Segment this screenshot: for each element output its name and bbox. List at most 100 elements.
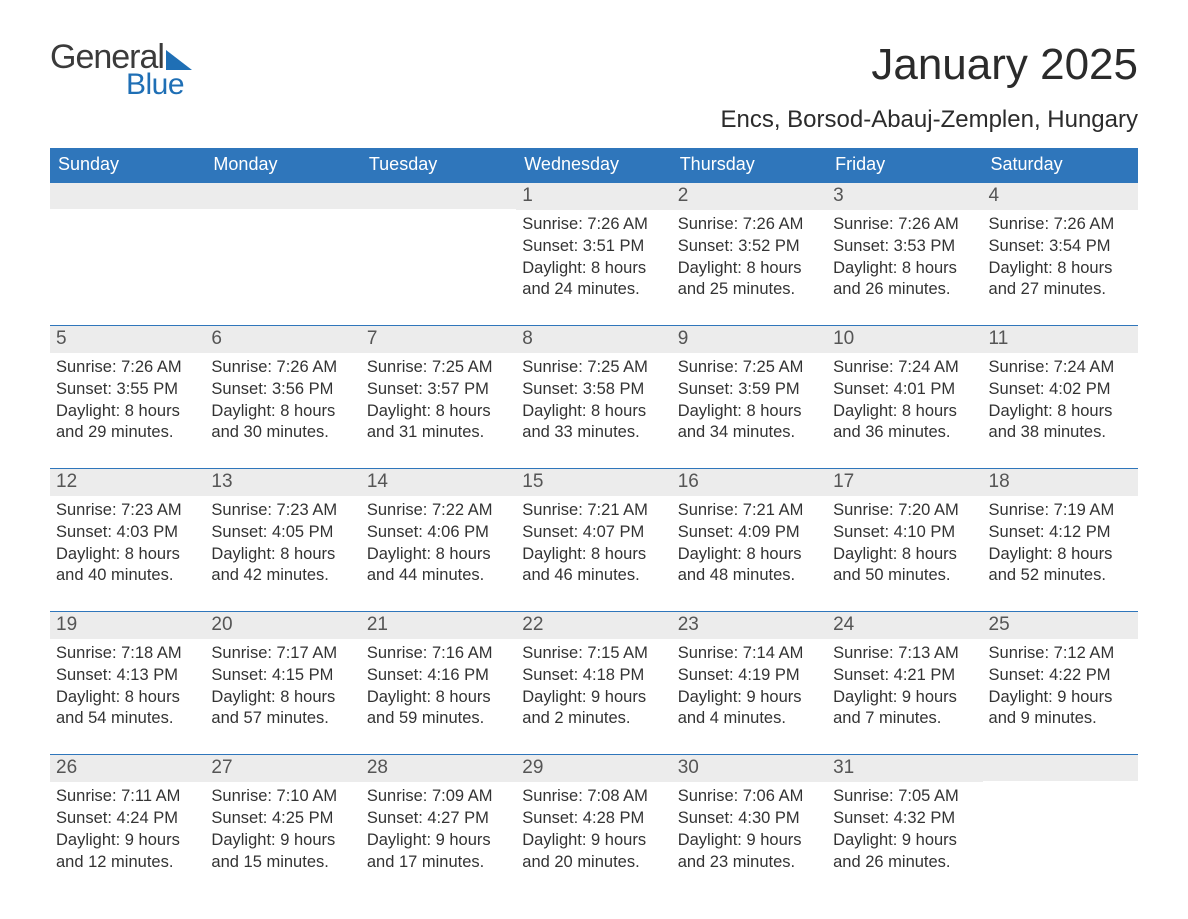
day-sunset: Sunset: 4:13 PM xyxy=(56,665,199,687)
day-day1: Daylight: 8 hours xyxy=(989,544,1132,566)
day-cell: 22Sunrise: 7:15 AMSunset: 4:18 PMDayligh… xyxy=(516,612,671,736)
weekday-header: Friday xyxy=(827,148,982,183)
day-day1: Daylight: 8 hours xyxy=(211,401,354,423)
day-day2: and 24 minutes. xyxy=(522,279,665,301)
day-day2: and 34 minutes. xyxy=(678,422,821,444)
day-day1: Daylight: 8 hours xyxy=(56,544,199,566)
day-sunset: Sunset: 3:55 PM xyxy=(56,379,199,401)
day-sunset: Sunset: 4:06 PM xyxy=(367,522,510,544)
day-sunset: Sunset: 4:28 PM xyxy=(522,808,665,830)
day-cell: 8Sunrise: 7:25 AMSunset: 3:58 PMDaylight… xyxy=(516,326,671,450)
day-sunrise: Sunrise: 7:24 AM xyxy=(833,357,976,379)
day-cell: 21Sunrise: 7:16 AMSunset: 4:16 PMDayligh… xyxy=(361,612,516,736)
day-day2: and 59 minutes. xyxy=(367,708,510,730)
day-sunrise: Sunrise: 7:20 AM xyxy=(833,500,976,522)
day-day1: Daylight: 9 hours xyxy=(56,830,199,852)
day-sunset: Sunset: 4:09 PM xyxy=(678,522,821,544)
day-sunset: Sunset: 3:56 PM xyxy=(211,379,354,401)
day-sunrise: Sunrise: 7:05 AM xyxy=(833,786,976,808)
day-day2: and 25 minutes. xyxy=(678,279,821,301)
week-row: 26Sunrise: 7:11 AMSunset: 4:24 PMDayligh… xyxy=(50,754,1138,879)
day-day1: Daylight: 9 hours xyxy=(522,830,665,852)
day-sunset: Sunset: 4:32 PM xyxy=(833,808,976,830)
day-sunset: Sunset: 4:03 PM xyxy=(56,522,199,544)
day-cell: 19Sunrise: 7:18 AMSunset: 4:13 PMDayligh… xyxy=(50,612,205,736)
day-number: 26 xyxy=(50,755,205,782)
day-cell: 11Sunrise: 7:24 AMSunset: 4:02 PMDayligh… xyxy=(983,326,1138,450)
day-sunrise: Sunrise: 7:13 AM xyxy=(833,643,976,665)
day-day2: and 33 minutes. xyxy=(522,422,665,444)
day-sunset: Sunset: 4:15 PM xyxy=(211,665,354,687)
day-number: 18 xyxy=(983,469,1138,496)
day-sunrise: Sunrise: 7:26 AM xyxy=(211,357,354,379)
weekday-header: Tuesday xyxy=(361,148,516,183)
day-cell: 12Sunrise: 7:23 AMSunset: 4:03 PMDayligh… xyxy=(50,469,205,593)
day-cell xyxy=(361,183,516,307)
day-number: 3 xyxy=(827,183,982,210)
day-number: 14 xyxy=(361,469,516,496)
calendar-page: General Blue January 2025 Encs, Borsod-A… xyxy=(0,0,1188,919)
day-day1: Daylight: 8 hours xyxy=(678,401,821,423)
day-day2: and 26 minutes. xyxy=(833,279,976,301)
weekday-header: Wednesday xyxy=(516,148,671,183)
day-day1: Daylight: 8 hours xyxy=(522,401,665,423)
page-header: General Blue January 2025 Encs, Borsod-A… xyxy=(50,40,1138,134)
day-sunrise: Sunrise: 7:25 AM xyxy=(367,357,510,379)
day-cell: 17Sunrise: 7:20 AMSunset: 4:10 PMDayligh… xyxy=(827,469,982,593)
day-number: 16 xyxy=(672,469,827,496)
day-day2: and 9 minutes. xyxy=(989,708,1132,730)
day-day2: and 54 minutes. xyxy=(56,708,199,730)
day-sunset: Sunset: 4:12 PM xyxy=(989,522,1132,544)
day-sunrise: Sunrise: 7:26 AM xyxy=(522,214,665,236)
day-number: 5 xyxy=(50,326,205,353)
day-day1: Daylight: 8 hours xyxy=(989,401,1132,423)
day-sunset: Sunset: 4:18 PM xyxy=(522,665,665,687)
day-day1: Daylight: 8 hours xyxy=(522,544,665,566)
day-day1: Daylight: 8 hours xyxy=(56,401,199,423)
day-number: 2 xyxy=(672,183,827,210)
day-day1: Daylight: 8 hours xyxy=(833,401,976,423)
day-number: 9 xyxy=(672,326,827,353)
day-sunrise: Sunrise: 7:26 AM xyxy=(989,214,1132,236)
logo-word-blue: Blue xyxy=(126,70,192,100)
day-sunrise: Sunrise: 7:21 AM xyxy=(678,500,821,522)
day-sunset: Sunset: 4:22 PM xyxy=(989,665,1132,687)
day-day2: and 57 minutes. xyxy=(211,708,354,730)
day-day2: and 30 minutes. xyxy=(211,422,354,444)
day-cell: 15Sunrise: 7:21 AMSunset: 4:07 PMDayligh… xyxy=(516,469,671,593)
day-day2: and 2 minutes. xyxy=(522,708,665,730)
day-sunset: Sunset: 3:52 PM xyxy=(678,236,821,258)
day-sunrise: Sunrise: 7:16 AM xyxy=(367,643,510,665)
weekday-header-row: Sunday Monday Tuesday Wednesday Thursday… xyxy=(50,148,1138,183)
logo-triangle-icon xyxy=(166,50,192,70)
day-sunrise: Sunrise: 7:25 AM xyxy=(678,357,821,379)
day-cell: 29Sunrise: 7:08 AMSunset: 4:28 PMDayligh… xyxy=(516,755,671,879)
day-cell: 20Sunrise: 7:17 AMSunset: 4:15 PMDayligh… xyxy=(205,612,360,736)
day-day1: Daylight: 8 hours xyxy=(367,544,510,566)
day-sunrise: Sunrise: 7:24 AM xyxy=(989,357,1132,379)
week-row: 12Sunrise: 7:23 AMSunset: 4:03 PMDayligh… xyxy=(50,468,1138,593)
day-number-strip-empty xyxy=(50,183,205,209)
day-day2: and 26 minutes. xyxy=(833,852,976,874)
day-day1: Daylight: 8 hours xyxy=(211,544,354,566)
day-day1: Daylight: 9 hours xyxy=(833,687,976,709)
day-number: 8 xyxy=(516,326,671,353)
weekday-header: Sunday xyxy=(50,148,205,183)
day-day2: and 4 minutes. xyxy=(678,708,821,730)
day-sunset: Sunset: 4:05 PM xyxy=(211,522,354,544)
day-day1: Daylight: 9 hours xyxy=(367,830,510,852)
day-sunset: Sunset: 4:24 PM xyxy=(56,808,199,830)
day-day2: and 15 minutes. xyxy=(211,852,354,874)
day-number: 25 xyxy=(983,612,1138,639)
day-number: 4 xyxy=(983,183,1138,210)
day-day2: and 46 minutes. xyxy=(522,565,665,587)
day-cell: 6 Sunrise: 7:26 AMSunset: 3:56 PMDaylight… xyxy=(205,326,360,450)
day-sunrise: Sunrise: 7:25 AM xyxy=(522,357,665,379)
day-number: 6 xyxy=(205,326,360,353)
day-sunrise: Sunrise: 7:26 AM xyxy=(833,214,976,236)
day-sunrise: Sunrise: 7:17 AM xyxy=(211,643,354,665)
day-cell: 23Sunrise: 7:14 AMSunset: 4:19 PMDayligh… xyxy=(672,612,827,736)
day-number: 21 xyxy=(361,612,516,639)
day-cell: 31Sunrise: 7:05 AMSunset: 4:32 PMDayligh… xyxy=(827,755,982,879)
day-day2: and 31 minutes. xyxy=(367,422,510,444)
